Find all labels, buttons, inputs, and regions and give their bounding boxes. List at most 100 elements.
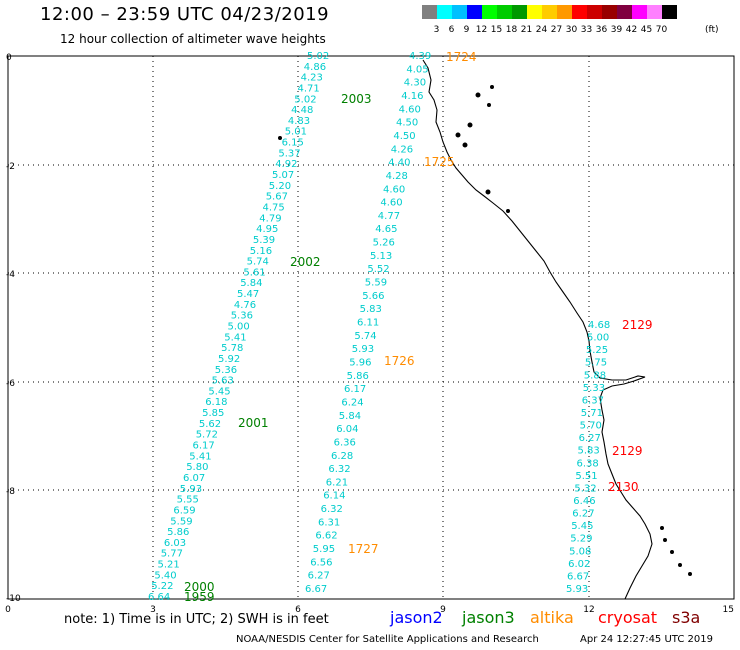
swh-value: 5.72 <box>196 430 218 441</box>
swh-value: 6.11 <box>357 318 379 329</box>
swh-value: 6.02 <box>568 559 590 570</box>
swh-value: 5.36 <box>215 365 237 376</box>
y-tick-label: -10 <box>6 594 21 604</box>
swh-value: 5.01 <box>285 127 307 138</box>
swh-value: 6.24 <box>341 397 363 408</box>
swh-value: 5.93 <box>566 584 588 595</box>
time-label-cryosat: 2130 <box>608 480 639 494</box>
swh-value: 5.84 <box>240 278 262 289</box>
island <box>475 92 481 98</box>
swh-value: 5.07 <box>272 170 294 181</box>
scale-unit: (ft) <box>705 25 719 35</box>
swh-value: 4.71 <box>298 84 320 95</box>
track-jason3-values: 5.024.864.234.715.024.484.835.016.155.37… <box>148 51 329 603</box>
time-label-cryosat: 2129 <box>622 318 653 332</box>
legend-jason3: jason3 <box>462 608 515 627</box>
swh-value: 4.30 <box>404 78 426 89</box>
time-label-altika: 1727 <box>348 542 379 556</box>
swh-value: 4.79 <box>259 213 281 224</box>
coastline-path <box>422 59 653 600</box>
swh-value: 6.27 <box>308 571 330 582</box>
swh-value: 4.60 <box>399 104 421 115</box>
swh-value: 5.45 <box>208 386 230 397</box>
swh-value: 6.14 <box>323 491 345 502</box>
swh-value: 5.02 <box>307 51 329 62</box>
track-altika-values: 4.39 4.05 4.30 4.16 4.60 4.50 4.50 4.26 4.40 4.28… <box>305 51 431 595</box>
scale-swatch <box>572 5 587 19</box>
swh-value: 6.17 <box>193 441 215 452</box>
footnote: note: 1) Time is in UTC; 2) SWH is in fe… <box>64 612 329 627</box>
scale-swatch <box>437 5 452 19</box>
scale-label: 33 <box>580 25 593 35</box>
swh-value: 5.40 <box>154 570 176 581</box>
swh-value: 6.38 <box>577 458 599 469</box>
legend-altika: altika <box>530 608 574 627</box>
swh-value: 5.78 <box>221 343 243 354</box>
x-tick-label: 0 <box>5 605 11 615</box>
swh-value: 5.51 <box>575 471 597 482</box>
time-labels: 2003 2002 2001 2000 1959 1724 1725 1726 … <box>184 50 653 604</box>
map-subtitle: 12 hour collection of altimeter wave hei… <box>60 32 326 46</box>
swh-value: 5.45 <box>571 521 593 532</box>
credit-line: NOAA/NESDIS Center for Satellite Applica… <box>236 634 539 645</box>
swh-value: 5.93 <box>180 484 202 495</box>
swh-value: 4.65 <box>375 224 397 235</box>
swh-value: 5.52 <box>367 264 389 275</box>
y-tick-label: -2 <box>6 162 15 172</box>
scale-swatch <box>617 5 632 19</box>
legend-jason2: jason2 <box>390 608 443 627</box>
swh-value: 6.31 <box>318 517 340 528</box>
scale-swatch <box>662 5 677 19</box>
time-label-jason3: 2000 <box>184 580 215 594</box>
swh-value: 5.95 <box>313 544 335 555</box>
swh-value: 6.04 <box>336 424 358 435</box>
swh-value: 5.83 <box>360 304 382 315</box>
swh-value: 5.16 <box>250 246 272 257</box>
swh-value: 6.15 <box>282 138 304 149</box>
legend-s3a: s3a <box>672 608 701 627</box>
swh-value: 5.32 <box>574 483 596 494</box>
swh-value: 6.46 <box>573 496 595 507</box>
swh-value: 4.50 <box>396 118 418 129</box>
scale-swatch <box>482 5 497 19</box>
swh-value: 5.25 <box>586 345 608 356</box>
swh-value: 5.20 <box>269 181 291 192</box>
swh-value: 5.39 <box>253 235 275 246</box>
swh-value: 4.86 <box>304 62 326 73</box>
swh-value: 5.00 <box>228 322 250 333</box>
x-tick-label: 3 <box>150 605 156 615</box>
x-tick-label: 12 <box>583 605 594 615</box>
time-label-altika: 1726 <box>384 354 415 368</box>
map-title: 12:00 – 23:59 UTC 04/23/2019 <box>40 4 330 25</box>
swh-value: 5.71 <box>581 408 603 419</box>
time-label-altika: 1725 <box>424 155 455 169</box>
y-tick-label: 0 <box>6 53 12 63</box>
swh-value: 4.16 <box>401 91 423 102</box>
swh-value: 6.56 <box>310 557 332 568</box>
swh-value: 5.74 <box>354 331 376 342</box>
scale-swatch <box>587 5 602 19</box>
scale-swatch <box>497 5 512 19</box>
swh-value: 5.55 <box>177 495 199 506</box>
swh-value: 4.60 <box>383 184 405 195</box>
scale-label: 39 <box>610 25 623 35</box>
swh-value: 4.68 <box>588 320 610 331</box>
swh-value: 4.05 <box>406 64 428 75</box>
swh-value: 6.03 <box>164 538 186 549</box>
island <box>487 103 491 107</box>
scale-label: 24 <box>535 25 548 35</box>
swh-value: 5.21 <box>158 560 180 571</box>
swh-value: 6.37 <box>582 395 604 406</box>
swh-value: 6.59 <box>173 505 195 516</box>
scale-label: 9 <box>463 25 470 35</box>
swh-value: 5.29 <box>570 534 592 545</box>
island <box>467 122 473 128</box>
scale-label: 15 <box>490 25 503 35</box>
island <box>490 85 494 89</box>
swh-value: 6.32 <box>328 464 350 475</box>
swh-value: 4.76 <box>234 300 256 311</box>
x-tick-label: 9 <box>440 605 446 615</box>
swh-value: 5.00 <box>587 333 609 344</box>
scale-swatch <box>527 5 542 19</box>
